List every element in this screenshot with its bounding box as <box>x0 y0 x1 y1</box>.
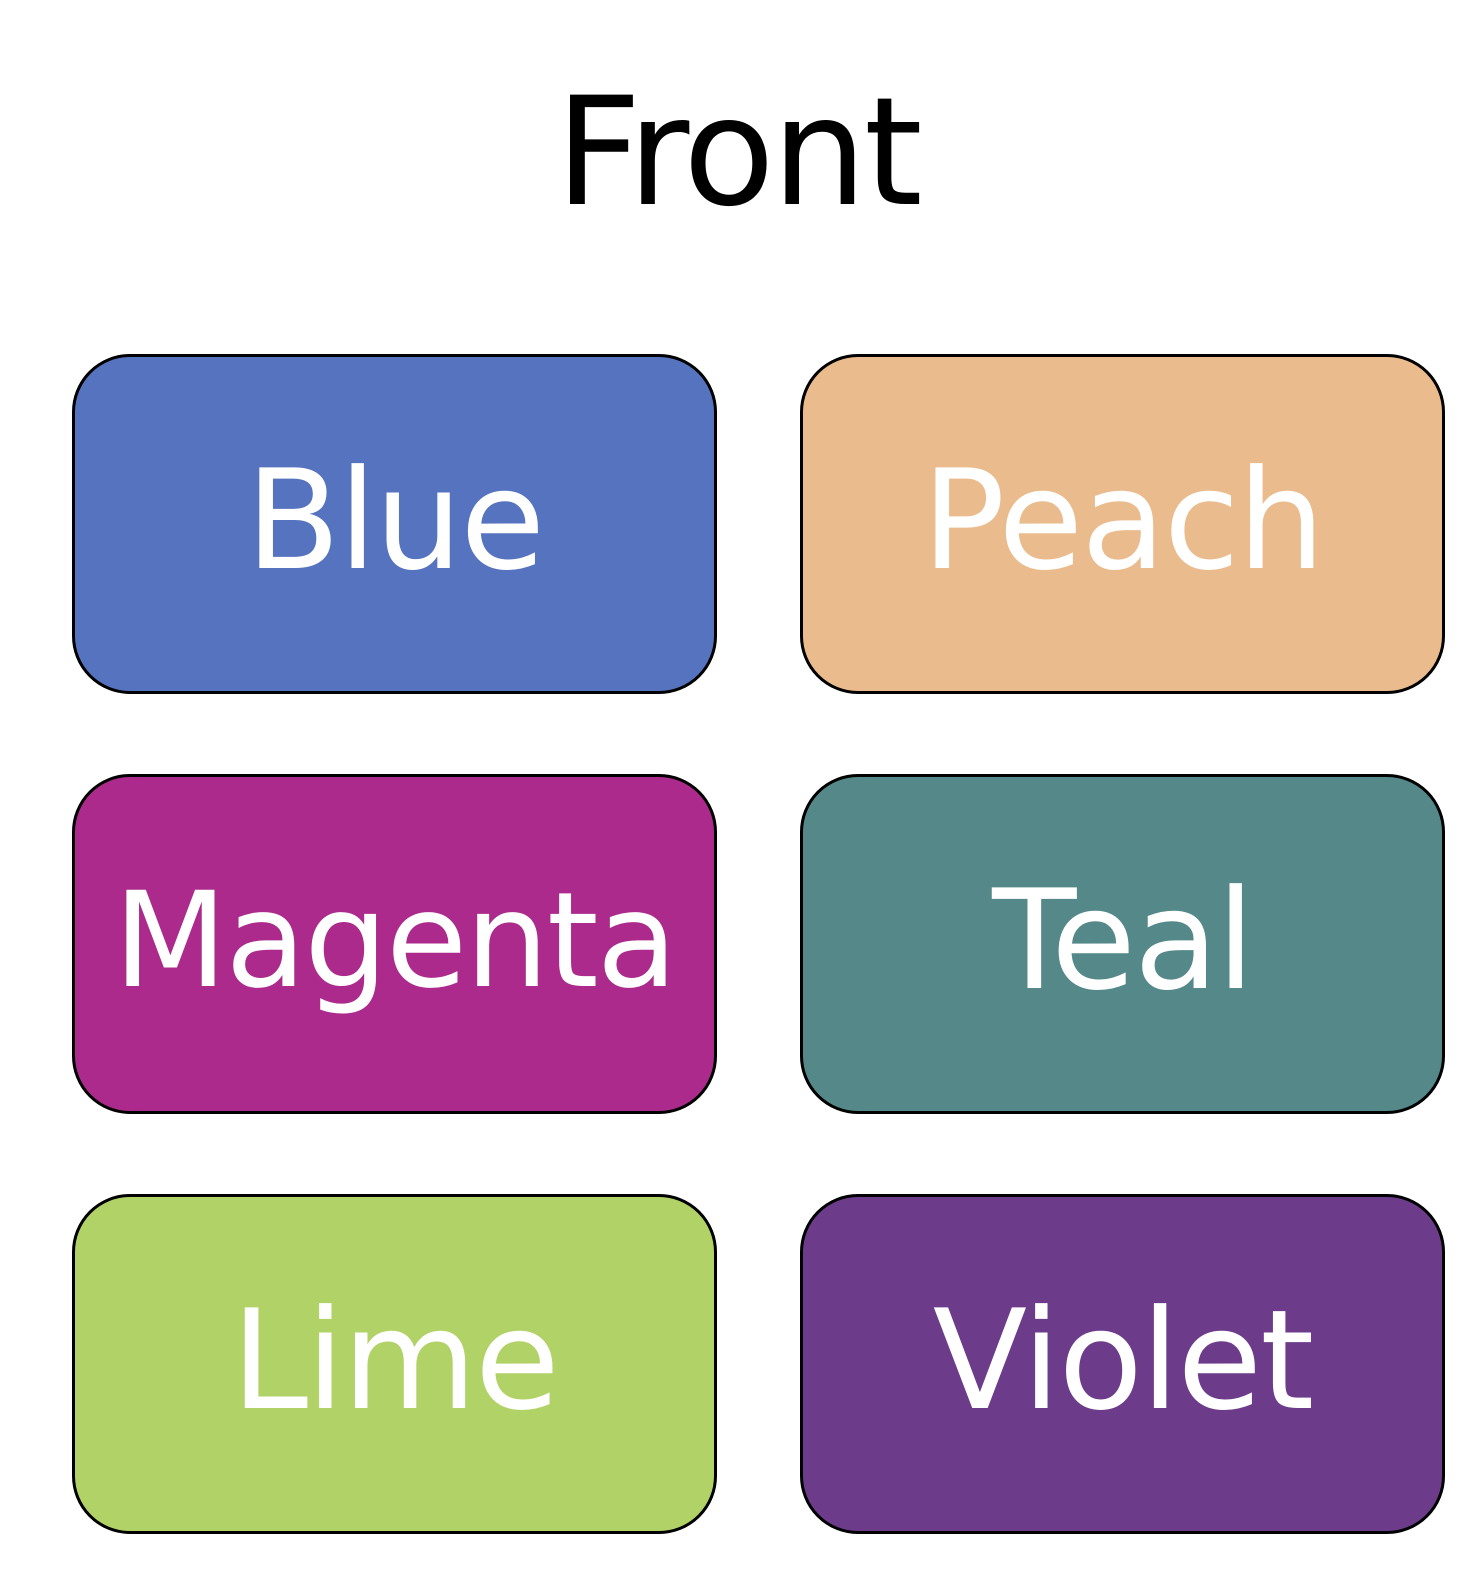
color-tile-magenta: Magenta <box>72 774 717 1114</box>
color-tile-violet: Violet <box>800 1194 1445 1534</box>
color-tile-peach: Peach <box>800 354 1445 694</box>
color-tile-lime: Lime <box>72 1194 717 1534</box>
tile-label: Magenta <box>113 864 677 1018</box>
tile-label: Violet <box>932 1280 1314 1441</box>
tile-label: Blue <box>245 440 545 601</box>
page-title: Front <box>555 66 922 240</box>
tile-label: Peach <box>921 440 1325 601</box>
color-tile-blue: Blue <box>72 354 717 694</box>
tile-label: Teal <box>992 860 1255 1021</box>
tile-label: Lime <box>231 1280 560 1441</box>
color-tile-teal: Teal <box>800 774 1445 1114</box>
